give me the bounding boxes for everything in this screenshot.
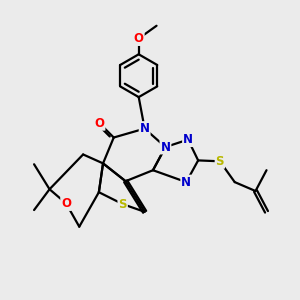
Text: N: N xyxy=(183,133,193,146)
Text: O: O xyxy=(134,32,144,45)
Text: O: O xyxy=(94,117,104,130)
Text: N: N xyxy=(160,140,170,154)
Text: S: S xyxy=(118,198,127,211)
Text: N: N xyxy=(140,122,150,135)
Text: O: O xyxy=(61,197,71,210)
Text: N: N xyxy=(181,176,191,189)
Text: S: S xyxy=(216,155,224,168)
